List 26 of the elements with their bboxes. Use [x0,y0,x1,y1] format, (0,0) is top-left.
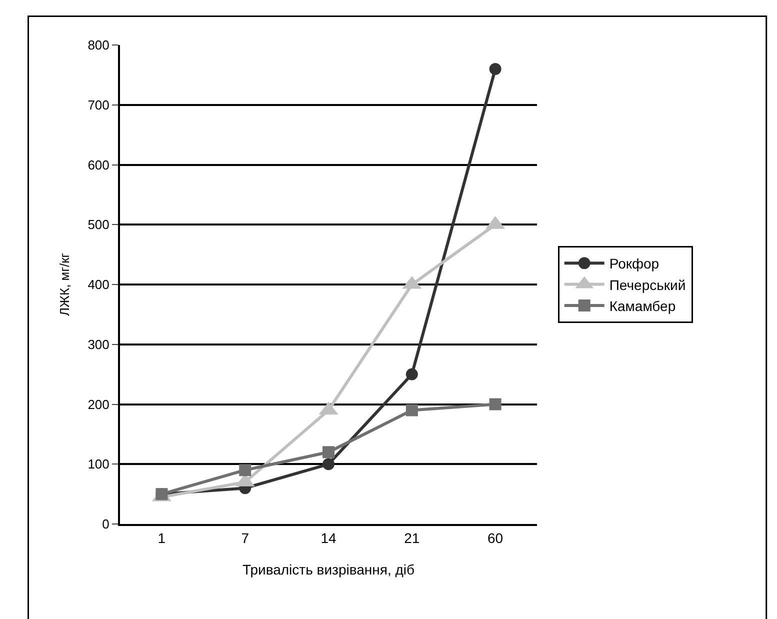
y-tick-label: 100 [88,456,110,472]
y-tick-label: 0 [102,516,110,532]
y-tick-label: 400 [88,277,110,292]
x-tick-label: 14 [320,530,336,546]
point [406,368,418,380]
point [489,398,502,410]
x-tick-label: 1 [158,530,166,546]
y-tick-label: 300 [88,336,110,352]
x-tick-label: 21 [404,530,420,546]
legend-label: Камамбер [609,298,676,314]
y-axis-title: ЛЖК, мг/кг [57,252,72,316]
point [239,464,252,476]
point [489,62,502,75]
x-tick-label: 7 [241,530,250,546]
y-tick-label: 800 [88,38,110,53]
x-axis-title: Тривалість визрівання, діб [242,562,415,578]
legend-label: Рокфор [609,256,660,272]
y-tick-label: 700 [88,97,110,112]
point [406,404,418,416]
point [322,458,334,470]
point [322,446,334,458]
x-tick-label: 60 [488,530,504,546]
y-tick-label: 600 [88,157,110,172]
y-tick-label: 200 [88,396,110,412]
legend-label: Печерський [609,276,686,293]
y-tick-label: 500 [88,217,110,232]
